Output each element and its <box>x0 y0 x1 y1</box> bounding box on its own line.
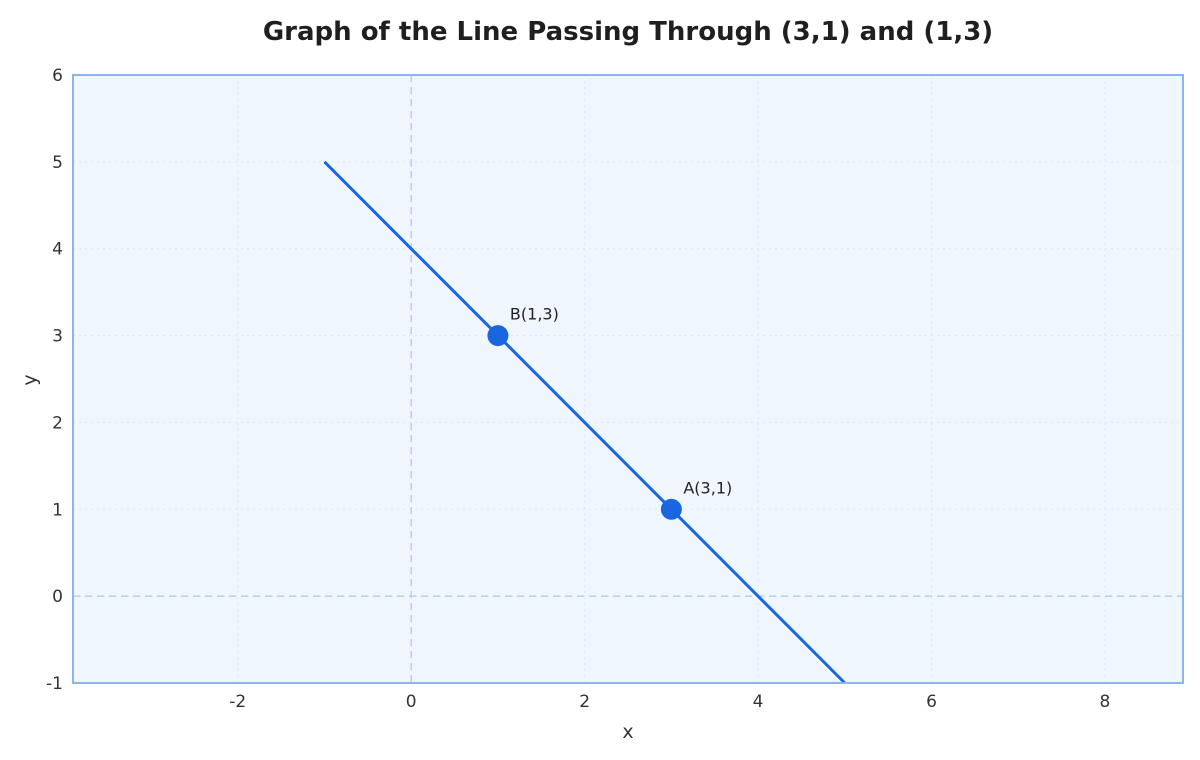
chart-title: Graph of the Line Passing Through (3,1) … <box>263 17 993 47</box>
data-points: A(3,1) B(1,3) <box>487 305 732 520</box>
x-tick-label: 2 <box>579 692 590 712</box>
y-tick-label: 6 <box>52 66 63 86</box>
x-tick-label: 4 <box>753 692 764 712</box>
x-tick-labels: -2 0 2 4 6 8 <box>229 692 1110 712</box>
x-tick-label: 0 <box>406 692 417 712</box>
x-tick-label: -2 <box>229 692 246 712</box>
plot-frame <box>72 74 1184 684</box>
y-tick-label: 2 <box>52 413 63 433</box>
series-layer <box>323 160 846 685</box>
y-tick-labels: -1 0 1 2 3 4 5 6 <box>46 66 63 694</box>
y-tick-label: 3 <box>52 327 63 347</box>
data-point-0 <box>660 498 682 520</box>
y-tick-label: -1 <box>46 674 63 694</box>
y-tick-label: 1 <box>52 500 63 520</box>
y-axis-label: y <box>19 374 41 385</box>
series-line-0 <box>323 160 846 685</box>
x-axis-label: x <box>622 721 633 743</box>
y-tick-label: 0 <box>52 587 63 607</box>
point-label-0: A(3,1) <box>683 478 732 497</box>
y-tick-label: 4 <box>52 240 63 260</box>
y-tick-label: 5 <box>52 153 63 173</box>
x-tick-label: 6 <box>926 692 937 712</box>
reference-lines <box>73 75 1183 683</box>
plot-area <box>73 75 1183 683</box>
data-point-1 <box>487 325 509 347</box>
point-label-1: B(1,3) <box>510 305 559 324</box>
x-tick-label: 8 <box>1100 692 1111 712</box>
